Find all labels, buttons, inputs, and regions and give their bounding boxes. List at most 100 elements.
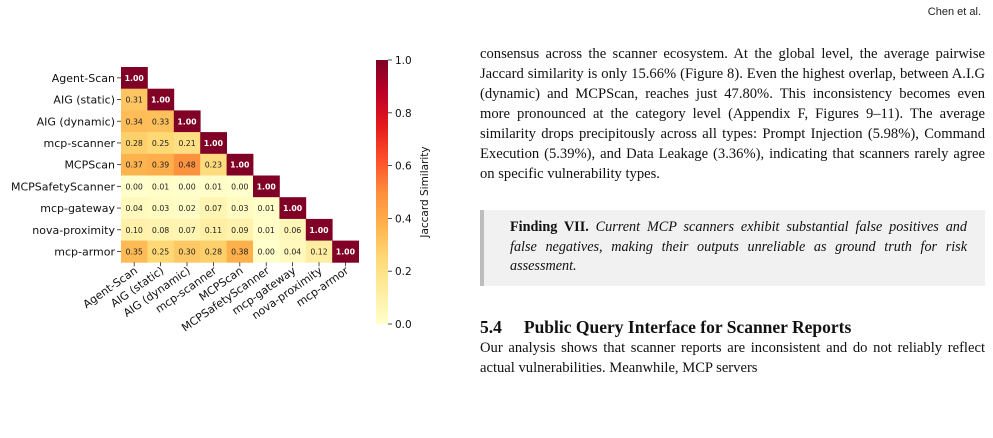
heatmap-cell — [147, 153, 175, 176]
heatmap-cell — [226, 218, 254, 241]
cell-value-label: 0.03 — [152, 204, 169, 213]
heatmap-cell — [147, 240, 175, 263]
heatmap-cell — [226, 175, 254, 198]
cell-value-label: 0.21 — [178, 139, 195, 148]
cell-value-label: 0.23 — [205, 161, 222, 170]
heatmap-cell — [226, 240, 254, 263]
colorbar-tick-label: 1.0 — [395, 55, 412, 67]
heatmap-cell — [253, 240, 280, 263]
heatmap-cell — [279, 197, 307, 220]
cell-value-label: 0.00 — [258, 247, 275, 256]
cell-value-label: 1.00 — [204, 139, 224, 148]
heatmap-cell — [121, 175, 148, 198]
cell-value-label: 0.09 — [231, 226, 248, 235]
cell-value-label: 1.00 — [151, 96, 171, 105]
heatmap-cell — [147, 197, 175, 220]
heatmap-cell — [173, 132, 201, 155]
cell-value-label: 0.28 — [205, 247, 222, 256]
heatmap-cell — [173, 218, 201, 241]
colorbar-tick-label: 0.2 — [395, 266, 412, 278]
heatmap-cell — [305, 218, 333, 241]
y-tick-label: mcp-gateway — [40, 202, 115, 215]
heatmap-cell — [173, 153, 201, 176]
heatmap-cell — [147, 175, 175, 198]
cell-value-label: 0.10 — [126, 226, 143, 235]
colorbar-tick-label: 0.4 — [395, 213, 412, 225]
y-tick-label: MCPScan — [64, 159, 115, 172]
y-tick-label: nova-proximity — [32, 224, 115, 237]
heatmap-cell — [279, 218, 307, 241]
heatmap-cell — [121, 218, 148, 241]
heatmap-cell — [147, 218, 175, 241]
cell-value-label: 0.12 — [310, 247, 327, 256]
cell-value-label: 0.30 — [178, 247, 195, 256]
cell-value-label: 0.11 — [205, 226, 222, 235]
heatmap-cell — [332, 240, 359, 263]
heatmap-cell — [200, 132, 227, 155]
heatmap-cell — [200, 240, 227, 263]
heatmap-cell — [253, 218, 280, 241]
cell-value-label: 0.04 — [126, 204, 143, 213]
heatmap-figure: 1.000.31 1.000.34 0.33 1.000.28 0.25 0.21 1.00… — [11, 55, 431, 334]
heatmap-cell — [121, 67, 148, 90]
cell-value-label: 1.00 — [230, 161, 250, 170]
colorbar — [376, 60, 388, 324]
section-title: Public Query Interface for Scanner Repor… — [523, 316, 852, 337]
y-tick-label: AIG (dynamic) — [37, 115, 115, 128]
cell-value-label: 0.37 — [126, 161, 143, 170]
cell-value-label: 0.34 — [126, 117, 143, 126]
heatmap-cell — [121, 197, 148, 220]
heatmap-cell — [121, 240, 148, 263]
cell-value-label: 0.39 — [152, 161, 169, 170]
cell-value-label: 0.02 — [178, 204, 195, 213]
y-tick-label: AIG (static) — [53, 94, 115, 107]
cell-value-label: 0.01 — [205, 182, 222, 191]
heatmap-cell — [253, 175, 280, 198]
y-tick-label: mcp-scanner — [44, 137, 116, 150]
heatmap-cell — [200, 197, 227, 220]
heatmap-cell — [200, 153, 227, 176]
colorbar-tick-label: 0.0 — [395, 319, 412, 331]
section-number: 5.4 — [480, 316, 502, 337]
heatmap-cell — [173, 175, 201, 198]
cell-value-label: 1.00 — [177, 117, 197, 126]
cell-value-label: 0.00 — [178, 182, 195, 191]
text-column: consensus across the scanner ecosystem. … — [480, 44, 985, 378]
cell-value-label: 0.48 — [178, 161, 195, 170]
cell-value-label: 0.25 — [152, 247, 169, 256]
heatmap-cell — [226, 153, 254, 176]
finding-box: Finding VII. Current MCP scanners exhibi… — [480, 210, 985, 286]
heatmap-cell — [305, 240, 333, 263]
cell-value-label: 0.33 — [152, 117, 169, 126]
cell-value-label: 0.25 — [152, 139, 169, 148]
cell-value-label: 0.01 — [258, 204, 275, 213]
y-tick-label: MCPSafetyScanner — [11, 180, 115, 193]
cell-value-label: 0.04 — [284, 247, 301, 256]
cell-value-label: 1.00 — [283, 204, 303, 213]
cell-value-label: 0.38 — [231, 247, 248, 256]
heatmap-cell — [173, 110, 201, 133]
cell-value-label: 0.01 — [152, 182, 169, 191]
paragraph-query-interface: Our analysis shows that scanner reports … — [480, 339, 985, 376]
heatmap-cell — [121, 153, 148, 176]
finding-body: Current MCP scanners exhibit substantial… — [510, 219, 967, 274]
heatmap-cell — [147, 132, 175, 155]
cell-value-label: 1.00 — [257, 182, 277, 191]
heatmap-cell — [200, 175, 227, 198]
heatmap-cell — [121, 88, 148, 111]
cell-value-label: 0.07 — [178, 226, 195, 235]
heatmap-cell — [253, 197, 280, 220]
heatmap-cell — [200, 218, 227, 241]
colorbar-tick-label: 0.6 — [395, 161, 412, 173]
cell-value-label: 0.31 — [126, 96, 143, 105]
cell-value-label: 1.00 — [309, 226, 329, 235]
colorbar-tick-label: 0.8 — [395, 108, 412, 120]
cell-value-label: 0.35 — [126, 247, 143, 256]
y-tick-label: Agent-Scan — [52, 72, 115, 85]
heatmap-cell — [226, 197, 254, 220]
finding-title: Finding VII. — [510, 219, 589, 235]
cell-value-label: 0.01 — [258, 226, 275, 235]
cell-value-label: 0.06 — [284, 226, 301, 235]
heatmap-cell — [147, 110, 175, 133]
cell-value-label: 1.00 — [336, 247, 356, 256]
